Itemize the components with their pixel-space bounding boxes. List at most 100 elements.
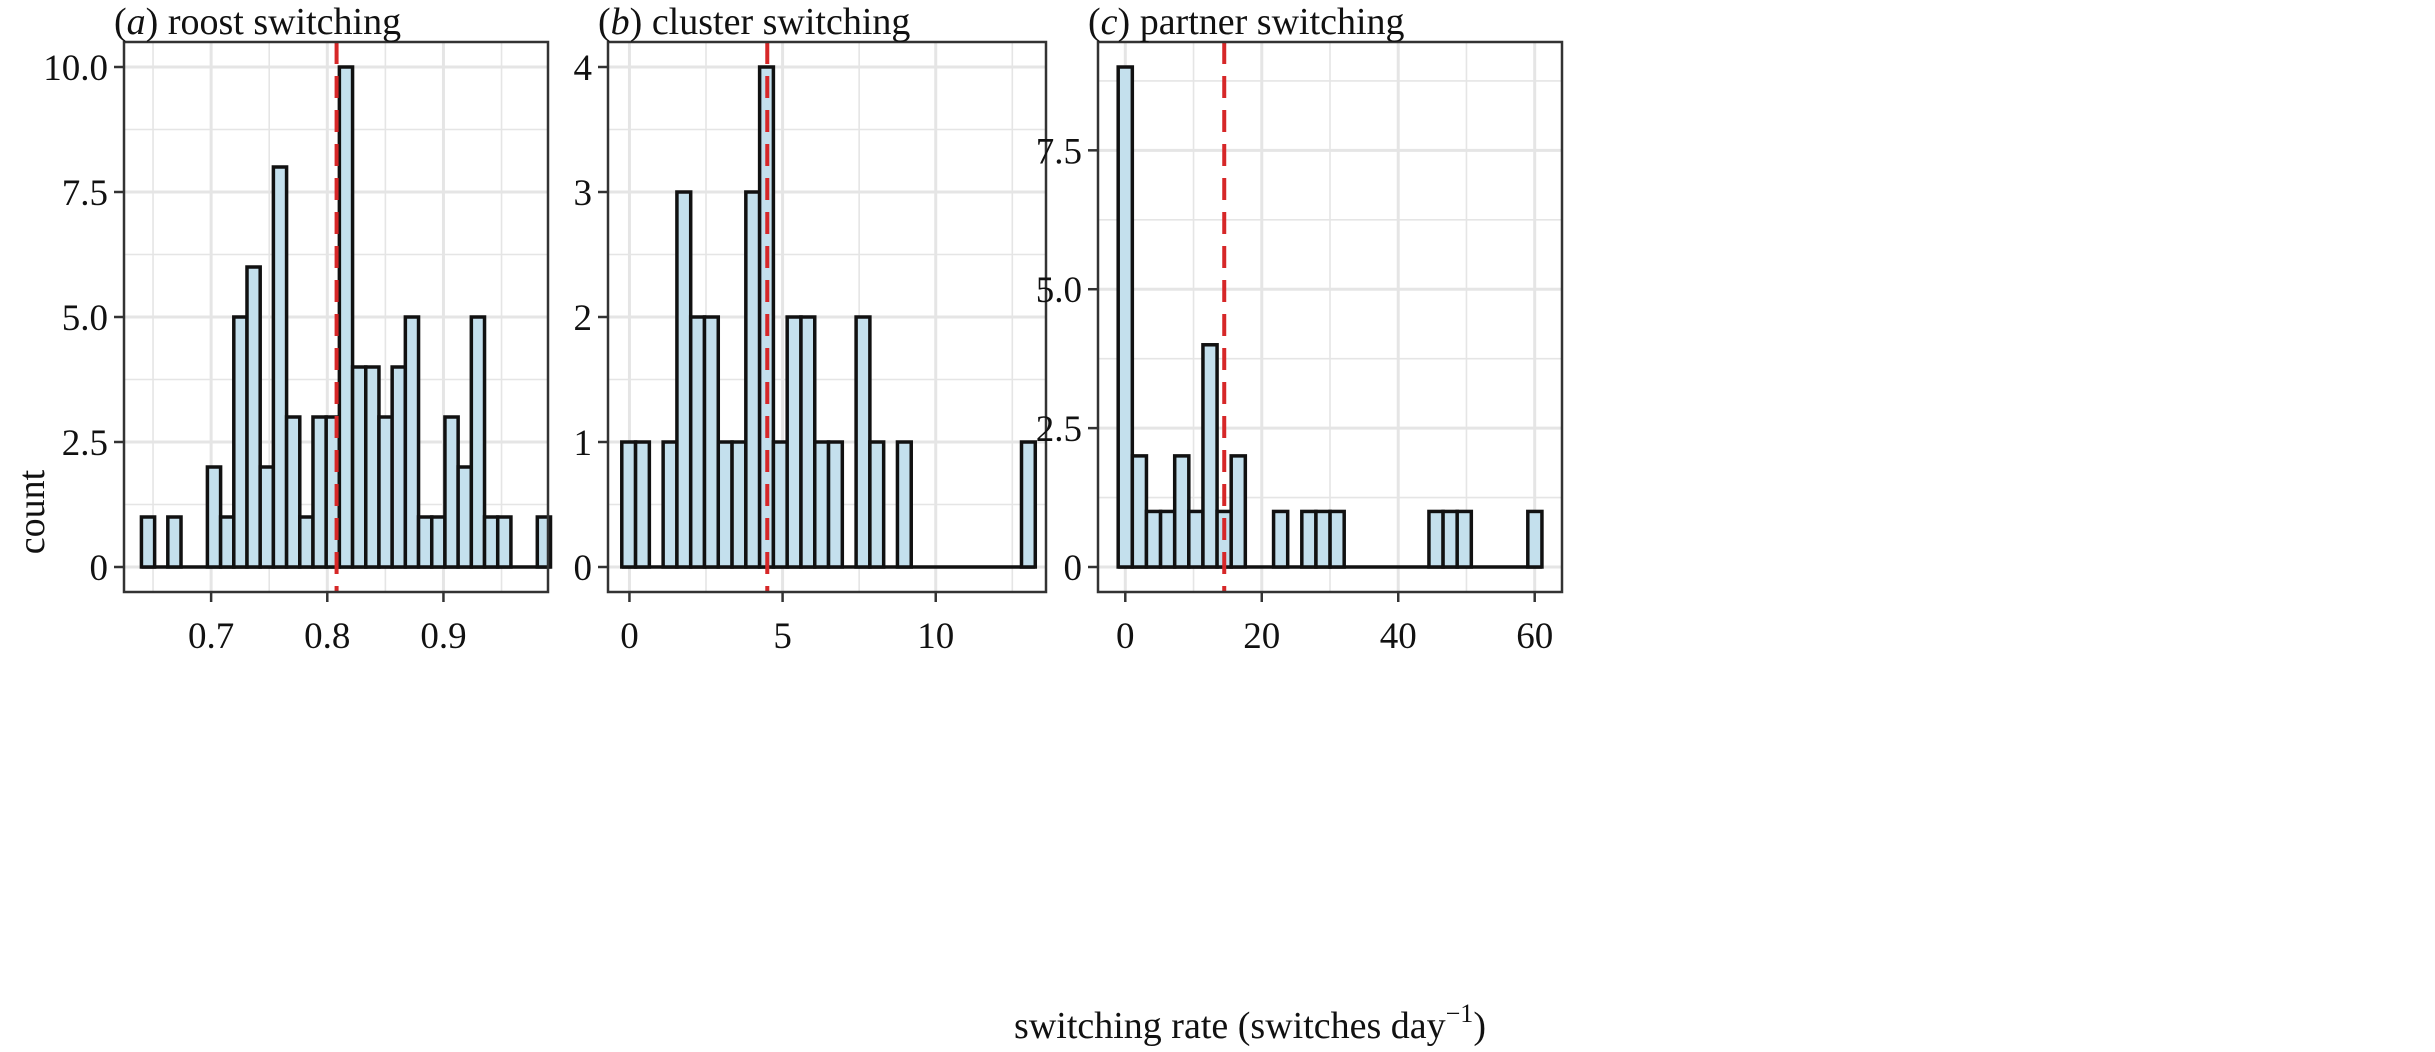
bar <box>688 315 707 569</box>
bar <box>1172 454 1191 569</box>
x-axis-label-close: ) <box>1473 1005 1486 1047</box>
panel-letter: b <box>611 1 630 43</box>
bar <box>232 315 249 569</box>
bar <box>812 440 831 569</box>
panel-c-partner-switching: 0 2.5 5.0 7.5 0 20 40 60 (c) partner switching <box>1036 1 1564 657</box>
bar <box>1130 454 1149 569</box>
y-tick-label: 4 <box>574 48 593 89</box>
panel-title: (c) partner switching <box>1088 1 1405 43</box>
bar <box>443 415 460 569</box>
x-axis-label: switching rate (switches day−1) <box>1014 999 1486 1047</box>
bars <box>1116 65 1544 569</box>
bar <box>1300 509 1318 569</box>
bar <box>1271 509 1290 569</box>
panel-title-open: ( <box>598 1 611 43</box>
panel-title-text: roost switching <box>168 1 401 43</box>
panel-title-close: ) <box>630 1 652 43</box>
panel-letter: c <box>1101 1 1118 43</box>
x-tick-label: 0.8 <box>304 616 350 657</box>
bar <box>284 415 302 569</box>
y-tick-label: 2.5 <box>62 423 108 464</box>
bar <box>139 515 157 569</box>
bar <box>337 65 355 569</box>
x-tick-label: 20 <box>1243 616 1280 657</box>
panel-title-text: partner switching <box>1140 1 1405 43</box>
bar <box>1144 509 1163 569</box>
bar <box>895 440 913 569</box>
bar <box>1201 343 1219 569</box>
bar <box>785 315 803 569</box>
x-tick-label: 60 <box>1516 616 1553 657</box>
bar <box>218 515 236 569</box>
x-tick-label: 10 <box>917 616 954 657</box>
y-tick-label: 1 <box>574 423 593 464</box>
bar <box>1441 509 1459 569</box>
plot-frame <box>1096 40 1564 594</box>
bar <box>469 315 487 569</box>
bar <box>868 440 886 569</box>
y-tick-label: 0 <box>90 548 109 589</box>
bar <box>716 440 734 569</box>
y-tick-label: 5.0 <box>62 298 108 339</box>
bar <box>702 315 721 569</box>
bar <box>661 440 679 569</box>
y-tick-label: 2 <box>574 298 593 339</box>
bar <box>166 515 183 569</box>
bar <box>826 440 845 569</box>
panel-title-close: ) <box>146 1 168 43</box>
bar <box>730 440 748 569</box>
bar <box>1019 440 1038 569</box>
bar <box>799 315 817 569</box>
bar <box>1229 454 1248 569</box>
bar <box>205 465 223 569</box>
x-axis-label-text: switching rate (switches day <box>1014 1005 1446 1047</box>
bar <box>1427 509 1445 569</box>
bar <box>1158 509 1177 569</box>
bar <box>258 465 276 569</box>
bar <box>1314 509 1332 569</box>
bar <box>456 465 474 569</box>
x-tick-label: 0.7 <box>188 616 234 657</box>
panel-title-close: ) <box>1118 1 1140 43</box>
bar <box>495 515 513 569</box>
panel-title-text: cluster switching <box>652 1 911 43</box>
y-axis-label: count <box>11 469 53 554</box>
bar <box>311 415 328 569</box>
bar <box>364 365 381 569</box>
y-tick-label: 5.0 <box>1036 270 1082 311</box>
bar <box>245 265 262 569</box>
grid <box>1098 42 1562 592</box>
y-tick-label: 2.5 <box>1036 409 1082 450</box>
x-axis-label-superscript: −1 <box>1446 999 1474 1028</box>
bars <box>139 65 553 569</box>
bar <box>377 415 394 569</box>
x-tick-label: 40 <box>1380 616 1417 657</box>
panel-letter: a <box>127 1 146 43</box>
bar <box>854 315 872 569</box>
panel-title-open: ( <box>114 1 127 43</box>
bar <box>744 190 762 569</box>
y-tick-label: 7.5 <box>1036 131 1082 172</box>
y-tick-label: 7.5 <box>62 173 108 214</box>
y-tick-label: 0 <box>574 548 593 589</box>
bar <box>1526 509 1544 569</box>
x-tick-label: 0 <box>620 616 639 657</box>
bar <box>1455 509 1474 569</box>
bar <box>1116 65 1135 569</box>
bar <box>1187 509 1205 569</box>
panel-title-open: ( <box>1088 1 1101 43</box>
bar <box>429 515 447 569</box>
y-tick-label: 0 <box>1064 548 1083 589</box>
panel-b-cluster-switching: 0 1 2 3 4 0 5 10 (b) cluster switching <box>574 1 1048 657</box>
bar <box>771 440 789 569</box>
panel-title: (a) roost switching <box>114 1 401 43</box>
bar <box>298 515 315 569</box>
bar <box>675 190 693 569</box>
bar <box>620 440 638 569</box>
x-tick-label: 5 <box>773 616 792 657</box>
bar <box>271 165 289 569</box>
bar <box>416 515 434 569</box>
panel-title: (b) cluster switching <box>598 1 910 43</box>
bar <box>390 365 408 569</box>
